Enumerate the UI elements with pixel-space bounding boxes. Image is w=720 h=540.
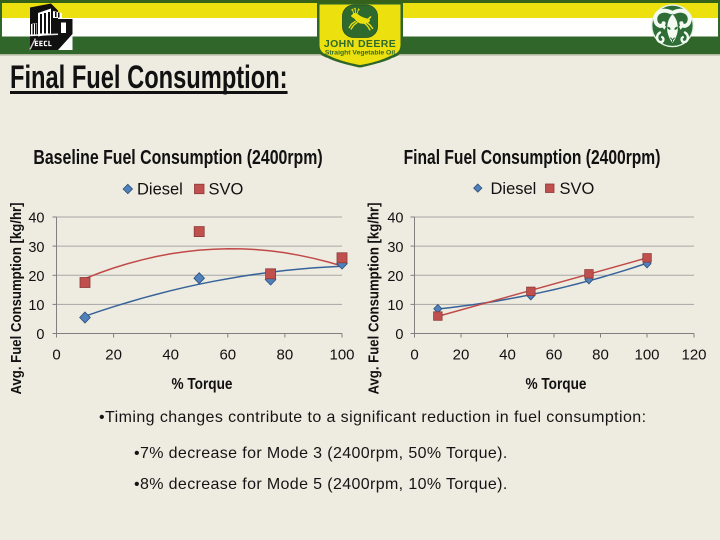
svg-text:10: 10 (28, 298, 44, 314)
svg-text:20: 20 (28, 269, 44, 285)
svg-text:80: 80 (277, 347, 294, 364)
svg-text:60: 60 (219, 347, 236, 364)
svg-text:Straight Vegetable Oil: Straight Vegetable Oil (325, 50, 395, 57)
svg-text:% Torque: % Torque (525, 376, 586, 393)
svg-text:0: 0 (410, 347, 418, 364)
svg-text:40: 40 (387, 211, 403, 227)
svg-text:40: 40 (162, 347, 179, 364)
svg-text:30: 30 (387, 240, 403, 256)
svg-text:20: 20 (387, 269, 403, 285)
svg-text:0: 0 (52, 347, 60, 364)
svg-text:100: 100 (634, 347, 659, 364)
svg-text:40: 40 (28, 211, 44, 227)
svg-text:JOHN DEERE: JOHN DEERE (324, 38, 396, 50)
svg-text:100: 100 (329, 347, 354, 364)
svg-text:10: 10 (387, 298, 403, 314)
svg-text:Diesel: Diesel (491, 180, 537, 198)
svg-text:80: 80 (592, 347, 609, 364)
svg-text:20: 20 (105, 347, 122, 364)
svg-text:20: 20 (453, 347, 470, 364)
svg-text:0: 0 (36, 327, 44, 343)
svg-text:40: 40 (499, 347, 516, 364)
svg-text:Final Fuel Consumption (2400rp: Final Fuel Consumption (2400rpm) (404, 146, 661, 168)
svg-text:Diesel: Diesel (137, 181, 183, 199)
svg-text:Baseline Fuel Consumption (240: Baseline Fuel Consumption (2400rpm) (33, 146, 322, 168)
svg-text:% Torque: % Torque (171, 376, 232, 393)
svg-text:0: 0 (395, 327, 403, 343)
svg-text:SVO: SVO (209, 181, 244, 199)
svg-text:120: 120 (681, 347, 706, 364)
svg-text:60: 60 (546, 347, 563, 364)
svg-text:Avg. Fuel Consumption [kg/hr]: Avg. Fuel Consumption [kg/hr] (364, 202, 381, 394)
svg-text:Avg. Fuel Consumption [kg/hr]: Avg. Fuel Consumption [kg/hr] (7, 202, 24, 394)
svg-text:SVO: SVO (560, 180, 595, 198)
svg-text:30: 30 (28, 240, 44, 256)
